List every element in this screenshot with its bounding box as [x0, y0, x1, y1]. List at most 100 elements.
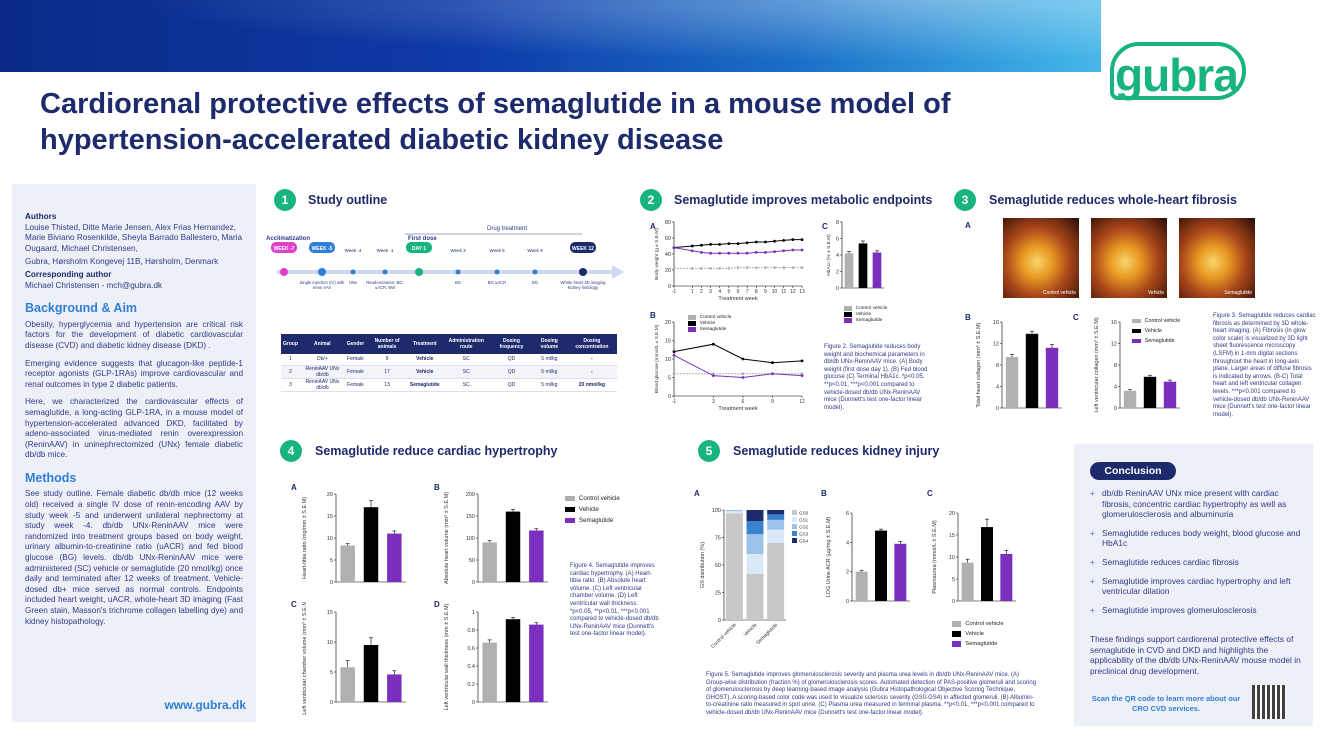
legend-swatch: [565, 517, 575, 524]
timeline-dot: [455, 269, 461, 275]
y-tick-label: 8: [836, 220, 839, 226]
y-axis-label: Plasmaurea (mmol/L ± S.E.M): [932, 520, 938, 594]
y-axis-label: HbA1c (% ± S.E.M): [826, 234, 832, 276]
timeline-dot: [579, 268, 587, 276]
y-tick-label: 15: [327, 610, 333, 616]
y-axis-label: GS distribution (%): [700, 542, 706, 588]
legend-item: Semaglutide: [565, 517, 620, 524]
section-1-number: 1: [274, 189, 296, 211]
y-tick-label: 12: [993, 342, 999, 348]
section-2-title: Semaglutide improves metabolic endpoints: [674, 193, 933, 207]
x-tick-label: Vehicle: [743, 622, 759, 638]
data-point: [736, 242, 740, 245]
timeline-badge: [309, 242, 335, 253]
study-groups-table: Group Animal Gender Number of animals Treatm…: [281, 334, 617, 392]
data-point: [745, 241, 749, 245]
timeline-dot: [532, 269, 538, 275]
y-tick-label: 200: [466, 492, 475, 498]
data-point: [709, 267, 712, 270]
data-point: [764, 251, 767, 254]
data-point: [711, 374, 715, 378]
stacked-segment: [746, 521, 764, 535]
timeline-week-label: DAY 1: [412, 246, 426, 252]
bar: [981, 527, 993, 601]
bar: [1045, 347, 1059, 408]
y-tick-label: 0: [996, 406, 999, 412]
table-header: Gender: [344, 334, 367, 354]
data-point: [771, 372, 774, 376]
timeline-event: BG uACR: [487, 280, 507, 285]
x-tick-label: 12: [799, 399, 805, 405]
bar: [1123, 390, 1137, 408]
figure-2-caption: Figure 2. Semaglutide reduces body weigh…: [824, 344, 928, 411]
heart-image-control: Control vehicle: [1003, 218, 1079, 298]
legend-label: Control vehicle: [855, 306, 888, 311]
y-tick-label: 4: [1114, 385, 1117, 391]
table-cell: Female: [344, 354, 367, 366]
table-cell: -: [566, 354, 617, 366]
data-point: [800, 359, 804, 363]
y-tick-label: 15: [327, 514, 333, 520]
figure-4-caption: Figure 4. Semaglutide improves cardiac h…: [570, 563, 659, 638]
section-4-number: 4: [280, 440, 302, 462]
fig5-legend: Control vehicle Vehicle Semaglutide: [952, 621, 1004, 651]
table-cell: 9: [366, 354, 408, 366]
y-tick-label: 5: [952, 577, 955, 583]
y-tick-label: 0: [952, 599, 955, 605]
website-link[interactable]: www.gubra.dk: [164, 698, 246, 712]
table-cell: ReninAAV UNx db/db: [300, 378, 345, 392]
table-row: 2 ReninAAV UNx db/db Female 17 Vehicle SC QD 5 …: [281, 365, 617, 379]
x-tick-label: Control vehicle: [710, 622, 738, 650]
stacked-segment: [746, 573, 764, 620]
bar: [363, 645, 379, 702]
methods-text: See study outline. Female diabetic db/db…: [25, 489, 243, 626]
authors-heading: Authors: [25, 212, 57, 221]
heart-tibia-chart: 0 5 10 15 20 Heart-tibia ratio (mg/mm ± S.E.M…: [302, 492, 406, 586]
data-point: [782, 249, 786, 253]
fig5-panel-c: C: [927, 489, 933, 498]
x-tick-label: 10: [772, 289, 778, 295]
timeline-event: Randomization: BG, uACR, BW: [366, 280, 404, 291]
data-point: [771, 361, 774, 365]
x-tick-label: 9: [764, 289, 767, 295]
y-tick-label: 100: [466, 536, 475, 542]
y-tick-label: 0: [668, 284, 671, 290]
table-header: Number of animals: [366, 334, 408, 354]
table-cell: Vehicle: [407, 365, 442, 379]
legend-label: Control vehicle: [699, 315, 732, 320]
bg-paragraph-3: Here, we characterized the cardiovascula…: [25, 397, 243, 460]
y-axis-label: Total heart collagen (mm³ ± S.E.M): [976, 322, 982, 407]
x-tick-label: 6: [737, 289, 740, 295]
table-cell: QD: [490, 378, 532, 392]
timeline-week-label: Week 6: [489, 248, 505, 253]
conclusion-summary: These findings support cardiorenal prote…: [1090, 634, 1301, 676]
table-cell: Female: [344, 378, 367, 392]
bar: [1025, 333, 1039, 408]
y-tick-label: 15: [949, 533, 955, 539]
qr-code[interactable]: [1252, 685, 1286, 719]
section-5-number: 5: [698, 440, 720, 462]
bar: [961, 562, 974, 601]
conclusion-item: db/db ReninAAV UNx mice present with car…: [1090, 488, 1304, 520]
fig2-panel-b: B: [650, 311, 656, 320]
gubra-logo: gubra: [1115, 49, 1239, 101]
data-point: [800, 374, 804, 378]
y-tick-label: 80: [665, 220, 671, 226]
data-point: [782, 239, 786, 242]
x-tick-label: -1: [672, 289, 677, 295]
bar: [872, 252, 882, 288]
stacked-segment: [767, 529, 785, 543]
timeline-week-label: WEEK -7: [274, 246, 295, 252]
qr-callout[interactable]: Scan the QR code to learn more about our…: [1091, 694, 1241, 713]
table-row: 1 Db/+ Female 9 Vehicle SC QD 5 ml/kg -: [281, 354, 617, 366]
data-point: [782, 266, 786, 269]
y-tick-label: 5: [330, 670, 333, 676]
timeline-week-label: Week -4: [345, 248, 362, 253]
y-tick-label: 100: [712, 508, 721, 514]
data-point: [754, 251, 758, 254]
legend-swatch: [1132, 338, 1141, 344]
fig2-panel-c: C: [822, 222, 828, 231]
x-tick-label: 4: [718, 289, 721, 295]
legend-swatch: [792, 538, 797, 543]
bar: [505, 619, 521, 702]
